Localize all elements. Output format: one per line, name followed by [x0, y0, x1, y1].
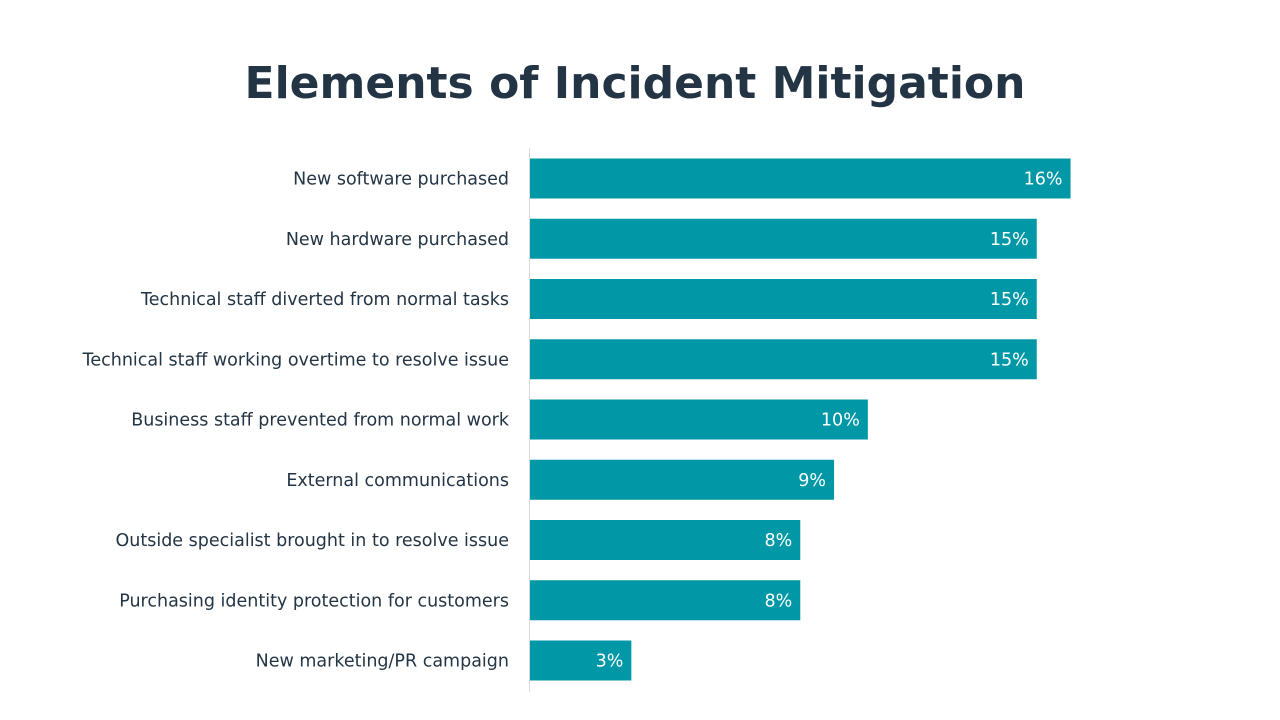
- value-label: 9%: [798, 471, 826, 491]
- bar: [530, 640, 632, 681]
- value-label: 8%: [765, 591, 793, 611]
- bars-group: New software purchased 16% New hardware pu…: [82, 158, 1071, 681]
- bar: [530, 279, 1037, 319]
- category-label: External communications: [286, 471, 509, 491]
- value-label: 15%: [990, 290, 1029, 310]
- value-label: 10%: [821, 411, 860, 431]
- category-label: New marketing/PR campaign: [256, 652, 509, 672]
- value-label: 15%: [990, 350, 1029, 370]
- bar: [530, 399, 868, 440]
- category-label: Outside specialist brought in to resolve…: [115, 531, 509, 551]
- value-label: 3%: [596, 652, 624, 672]
- bar: [530, 459, 835, 500]
- category-label: Technical staff working overtime to reso…: [82, 350, 509, 370]
- category-label: Business staff prevented from normal wor…: [131, 411, 510, 431]
- bar: [530, 158, 1071, 199]
- bar: [530, 580, 801, 621]
- bar: [530, 520, 801, 560]
- bar: [530, 339, 1037, 380]
- bar: [530, 218, 1037, 259]
- value-label: 8%: [765, 531, 793, 551]
- category-label: New software purchased: [293, 170, 509, 190]
- category-label: New hardware purchased: [286, 230, 509, 250]
- chart-title: Elements of Incident Mitigation: [244, 58, 1026, 109]
- category-label: Technical staff diverted from normal tas…: [140, 290, 509, 310]
- value-label: 15%: [990, 230, 1029, 250]
- category-label: Purchasing identity protection for custo…: [119, 591, 509, 611]
- value-label: 16%: [1024, 170, 1063, 190]
